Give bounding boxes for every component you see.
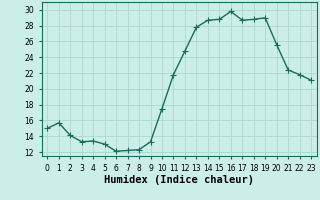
X-axis label: Humidex (Indice chaleur): Humidex (Indice chaleur): [104, 175, 254, 185]
